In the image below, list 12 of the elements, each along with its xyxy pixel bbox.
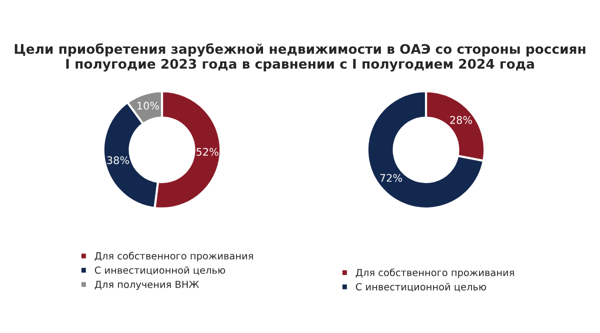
- legend-label: С инвестиционной целью: [356, 282, 486, 292]
- legend-label: Для собственного проживания: [94, 252, 253, 262]
- legend-label: Для получения ВНЖ: [94, 280, 199, 290]
- data-label: 38%: [107, 156, 130, 164]
- data-label: 10%: [138, 102, 159, 110]
- legend-label: С инвестиционной целью: [94, 266, 226, 276]
- data-label: 52%: [196, 148, 218, 156]
- donut-slice: [366, 90, 485, 210]
- data-label: 28%: [450, 116, 472, 124]
- data-label: 72%: [380, 174, 402, 182]
- text: Цели приобретения зарубежной недвижимости в ОАЭ со стороны россиян I полугодие 2023 года в сравнении с I полугодием 2024 года: [14, 43, 586, 72]
- legend-label: Для собственного проживания: [356, 268, 514, 278]
